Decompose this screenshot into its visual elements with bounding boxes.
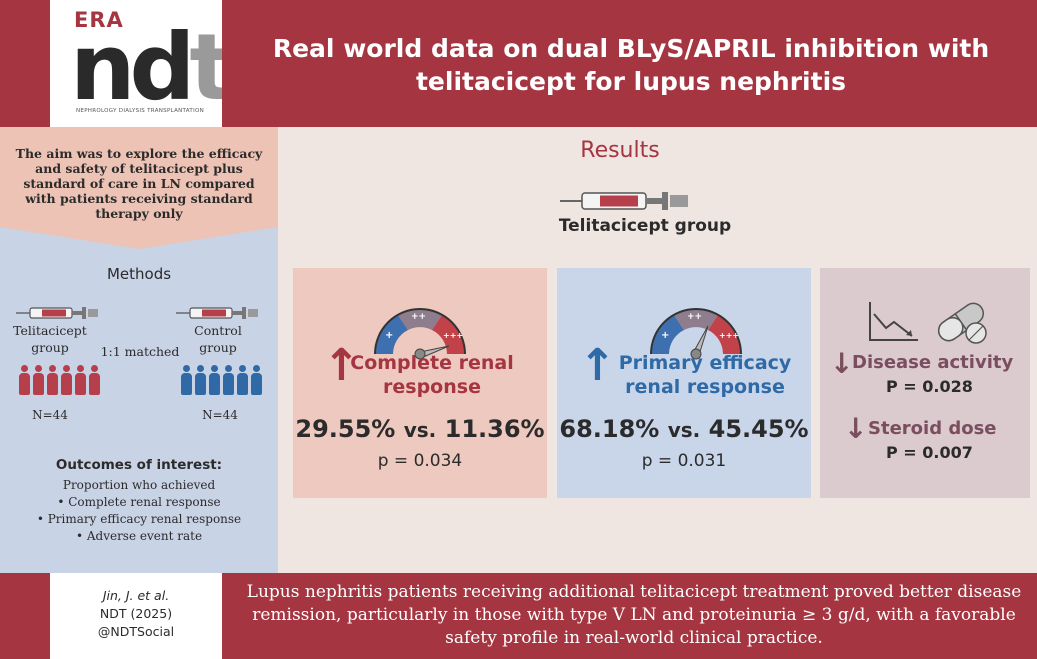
telitacicept-people-icon [18, 365, 100, 395]
journal-logo: ndt ERA NEPHROLOGY DIALYSIS TRANSPLANTAT… [50, 0, 222, 127]
gauge-icon: + ++ +++ [374, 308, 466, 360]
decrease-arrow-icon: ↓ [844, 412, 868, 445]
methods-panel: Methods Telitacicept group Control group… [0, 227, 278, 573]
p-value: p = 0.034 [377, 451, 463, 471]
stat-vs: vs. [403, 418, 437, 442]
syringe-icon [176, 307, 258, 319]
control-people-icon [180, 365, 262, 395]
disease-activity-label: Disease activity [852, 352, 1014, 373]
results-title: Results [580, 138, 660, 163]
telitacicept-n: N=44 [32, 408, 68, 422]
results-group-label: Telitacicept group [558, 216, 732, 236]
card-stat: 29.55% vs. 11.36% [293, 415, 547, 443]
citation-box: Jin, J. et al. NDT (2025) @NDTSocial [50, 573, 222, 659]
steroid-dose-label: Steroid dose [868, 418, 997, 439]
card-label: Primary efficacy renal response [618, 352, 792, 398]
page-title: Real world data on dual BLyS/APRIL inhib… [272, 34, 990, 96]
outcome-item: • Adverse event rate [75, 529, 203, 543]
aim-text: The aim was to explore the efficacy and … [15, 146, 263, 221]
stat-control: 45.45% [708, 415, 809, 443]
control-n: N=44 [202, 408, 238, 422]
aim-arrow-shape [0, 227, 278, 249]
p-value: p = 0.031 [641, 451, 727, 471]
syringe-icon [16, 307, 98, 319]
p-value: P = 0.007 [886, 443, 973, 462]
logo-subtitle: NEPHROLOGY DIALYSIS TRANSPLANTATION [76, 108, 205, 114]
outcomes-list: Proportion who achieved • Complete renal… [0, 477, 278, 545]
outcomes-intro: Proportion who achieved [62, 478, 216, 492]
svg-text:++: ++ [687, 312, 702, 322]
svg-text:+++: +++ [443, 331, 463, 340]
control-group-label: Control group [194, 323, 242, 355]
syringe-icon [560, 192, 688, 210]
increase-arrow-icon: ↑ [579, 340, 616, 391]
aim-panel: The aim was to explore the efficacy and … [0, 127, 278, 227]
primary-efficacy-renal-response-card: + ++ +++ ↑ Primary efficacy renal respon… [557, 268, 811, 498]
citation: Jin, J. et al. NDT (2025) @NDTSocial [50, 587, 222, 641]
svg-text:+++: +++ [719, 331, 739, 340]
svg-text:+: + [385, 330, 393, 341]
citation-author: Jin, J. et al. [102, 588, 170, 603]
citation-social: @NDTSocial [97, 624, 175, 639]
stat-control: 11.36% [444, 415, 545, 443]
logo-ndt-text: ndt [70, 14, 222, 121]
outcome-item: • Complete renal response [57, 495, 221, 509]
card-label: Complete renal response [350, 352, 514, 398]
header-banner: ndt ERA NEPHROLOGY DIALYSIS TRANSPLANTAT… [0, 0, 1037, 127]
footer-banner: Jin, J. et al. NDT (2025) @NDTSocial Lup… [0, 573, 1037, 659]
svg-text:++: ++ [411, 312, 426, 322]
stat-vs: vs. [667, 418, 701, 442]
methods-title: Methods [106, 265, 172, 283]
increase-arrow-icon: ↑ [323, 340, 360, 391]
logo-era-text: ERA [74, 8, 124, 32]
gauge-icon: + ++ +++ [650, 308, 742, 360]
conclusion-text: Lupus nephritis patients receiving addit… [246, 582, 1022, 648]
matching-ratio: 1:1 matched [100, 344, 180, 359]
outcome-item: • Primary efficacy renal response [36, 512, 242, 526]
declining-chart-and-pills-icon [869, 302, 987, 344]
svg-text:+: + [661, 330, 669, 341]
stat-telitacicept: 29.55% [295, 415, 396, 443]
citation-journal: NDT (2025) [99, 606, 173, 621]
secondary-outcomes-card: ↓ Disease activity P = 0.028 ↓ Steroid d… [820, 268, 1030, 498]
outcomes-title: Outcomes of interest: [55, 457, 223, 473]
telitacicept-group-label: Telitacicept group [13, 323, 87, 355]
p-value: P = 0.028 [886, 377, 973, 396]
decrease-arrow-icon: ↓ [830, 347, 854, 380]
complete-renal-response-card: + ++ +++ ↑ Complete renal response 29.55… [293, 268, 547, 498]
card-stat: 68.18% vs. 45.45% [557, 415, 811, 443]
stat-telitacicept: 68.18% [559, 415, 660, 443]
